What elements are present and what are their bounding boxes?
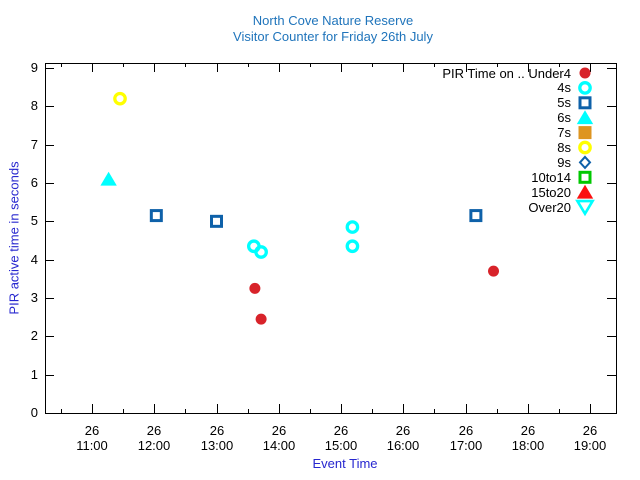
legend-marker [575, 199, 595, 217]
chart-title-line1: North Cove Nature Reserve [252, 13, 414, 28]
legend-marker [576, 110, 594, 125]
legend-label: 5s [557, 95, 571, 111]
legend-marker [578, 96, 592, 110]
y-tick-label: 5 [30, 213, 38, 228]
y-tick-label: 3 [30, 290, 38, 305]
x-tick-label: 26 19:00 [573, 423, 607, 453]
y-tick-label: 4 [30, 252, 38, 267]
data-point-marker [254, 245, 268, 259]
data-point-marker [345, 220, 360, 234]
legend-marker [576, 184, 594, 199]
chart-title-line2: Visitor Counter for Friday 26th July [233, 29, 433, 44]
y-tick-label: 6 [30, 175, 38, 190]
legend-label: 15to20 [531, 184, 571, 200]
legend-label: 8s [557, 140, 571, 155]
legend-label: 9s [557, 154, 571, 170]
data-point-marker [149, 209, 163, 223]
data-point-marker [345, 239, 360, 254]
plot-border [45, 63, 617, 414]
legend-label: 4s [557, 80, 571, 96]
x-tick-label: 26 13:00 [200, 423, 234, 453]
legend-marker [578, 81, 592, 95]
x-axis-label: Event Time [312, 456, 378, 471]
y-tick-label: 8 [30, 98, 38, 113]
y-tick-label: 2 [30, 328, 38, 343]
data-point-marker [249, 282, 261, 294]
y-tick-label: 9 [30, 60, 38, 75]
legend-marker [578, 140, 592, 155]
data-point-marker [469, 209, 483, 223]
legend-label: PIR Time on .. Under4 [442, 65, 571, 81]
legend-label: 6s [557, 110, 571, 126]
x-tick-label: 26 12:00 [137, 423, 171, 453]
y-tick-label: 0 [30, 405, 38, 420]
data-point-marker [488, 265, 500, 277]
legend-marker [578, 155, 592, 170]
x-tick-label: 26 16:00 [386, 423, 420, 453]
legend-label: Over20 [528, 199, 571, 215]
x-tick-label: 26 17:00 [449, 423, 483, 453]
legend-marker [578, 126, 592, 140]
legend-marker [578, 170, 592, 184]
y-tick-label: 1 [30, 367, 38, 382]
x-tick-label: 26 14:00 [262, 423, 296, 453]
y-tick-label: 7 [30, 137, 38, 152]
x-tick-label: 26 15:00 [324, 423, 358, 453]
x-tick-label: 26 11:00 [76, 423, 108, 453]
x-tick-label: 26 18:00 [511, 423, 545, 453]
legend-label: 10to14 [531, 169, 571, 185]
data-point-marker [100, 171, 117, 186]
legend-marker [579, 67, 591, 79]
data-point-marker [255, 313, 267, 325]
legend-label: 7s [557, 125, 571, 141]
data-point-marker [113, 91, 127, 106]
data-point-marker [210, 214, 223, 228]
